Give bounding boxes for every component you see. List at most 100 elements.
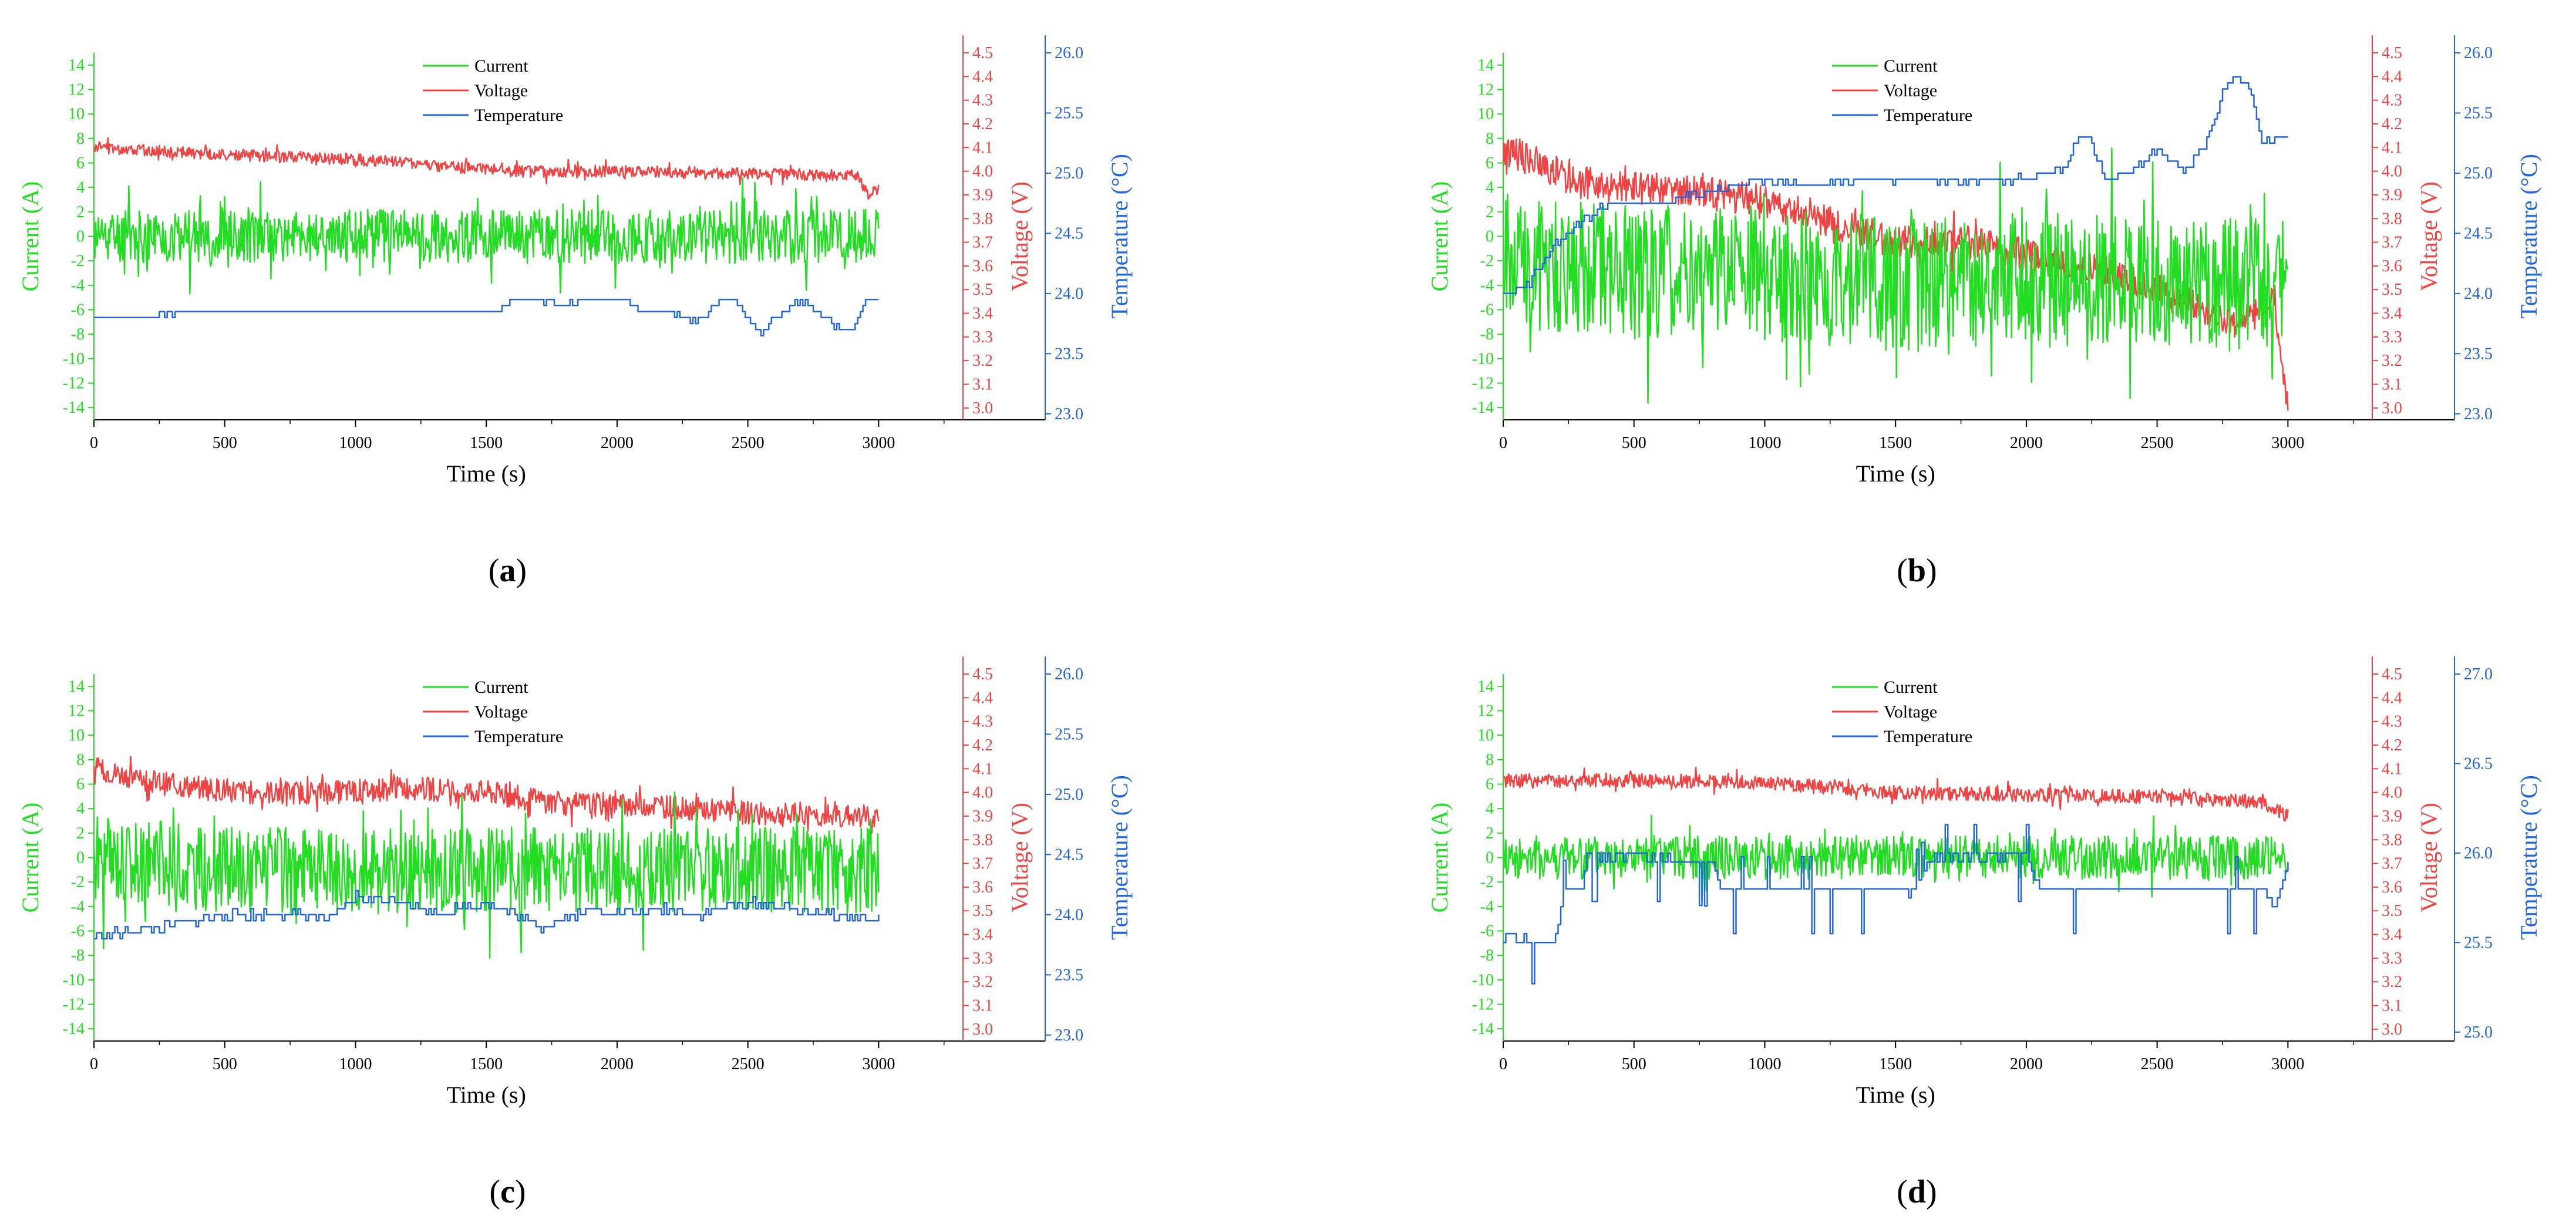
current-tick-label: 4 [1486,178,1494,197]
current-tick-label: 0 [76,228,85,246]
x-axis-title: Time (s) [447,460,526,487]
panel-label-letter: d [1908,1174,1926,1210]
temperature-tick-label: 24.5 [1055,846,1083,864]
series-line-temperature [1503,823,2289,985]
voltage-tick-label: 3.9 [972,807,993,826]
current-tick-label: 6 [1486,776,1494,794]
panel-label: (a) [489,553,527,589]
x-tick-label: 0 [90,1055,98,1073]
current-tick-label: -4 [71,898,85,916]
voltage-tick-label: 3.3 [972,328,993,346]
x-axis-title: Time (s) [1856,1082,1935,1108]
voltage-tick-label: 4.3 [2382,92,2402,110]
voltage-tick-label: 3.4 [972,305,993,323]
voltage-axis-title: Voltage (V) [2416,181,2442,291]
current-tick-label: -14 [1472,1020,1494,1038]
current-axis-title: Current (A) [17,181,43,292]
voltage-tick-label: 3.8 [2382,831,2402,849]
temperature-axis-title: Temperature (°C) [1106,154,1133,319]
legend-label-current: Current [1884,678,1938,697]
x-tick-label: 500 [213,1055,237,1073]
voltage-tick-label: 4.5 [2382,665,2402,683]
voltage-tick-label: 3.1 [972,997,993,1015]
voltage-tick-label: 4.2 [2382,115,2402,133]
current-tick-label: -4 [1480,277,1494,295]
legend-label-voltage: Voltage [1884,81,1937,100]
current-tick-label: 2 [1486,824,1494,843]
legend-label-voltage: Voltage [474,81,528,100]
x-tick-label: 500 [1622,434,1646,452]
x-tick-label: 1500 [470,1055,503,1073]
temperature-tick-label: 23.5 [1055,966,1083,984]
current-tick-label: -8 [1480,946,1494,965]
voltage-tick-label: 3.7 [2382,234,2402,252]
current-tick-label: 12 [1477,81,1494,99]
current-tick-label: -10 [63,350,85,368]
series-line-voltage [93,137,880,200]
voltage-tick-label: 3.1 [2382,376,2402,394]
x-tick-label: 500 [1622,1055,1646,1073]
voltage-tick-label: 4.1 [972,139,993,157]
panel-label-letter: a [499,553,516,589]
voltage-tick-label: 4.1 [2382,760,2402,778]
voltage-tick-label: 3.2 [972,352,993,370]
current-tick-label: -14 [63,399,85,417]
temperature-tick-label: 25.0 [1055,164,1083,183]
temperature-tick-label: 23.0 [1055,405,1083,423]
series-line-voltage [93,756,880,835]
current-tick-label: -12 [1472,375,1494,393]
temperature-tick-label: 26.5 [2464,754,2493,773]
chart-panel-a: 0 500 1000 1500 2000 2500 3000 Time (s) -14 -12 -1… [17,35,1133,589]
current-axis-title: Current (A) [1426,803,1453,913]
temperature-tick-label: 24.5 [1055,224,1083,242]
current-tick-label: 10 [1477,726,1494,745]
voltage-tick-label: 3.7 [972,855,993,873]
temperature-tick-label: 26.0 [1055,665,1083,683]
current-tick-label: 4 [76,800,85,818]
voltage-tick-label: 3.3 [972,949,993,968]
voltage-tick-label: 4.2 [972,115,993,133]
current-tick-label: -8 [71,325,85,343]
voltage-tick-label: 4.3 [972,92,993,110]
voltage-tick-label: 4.3 [2382,713,2402,731]
panel-label-close: ) [1926,1174,1937,1210]
voltage-axis-title: Voltage (V) [1006,181,1033,291]
voltage-tick-label: 3.5 [2382,902,2402,920]
x-tick-label: 2500 [2141,1055,2174,1073]
x-tick-label: 0 [1499,434,1507,452]
temperature-tick-label: 26.0 [2464,44,2493,62]
panel-label-letter: b [1908,553,1926,589]
current-tick-label: -10 [1472,350,1494,368]
voltage-tick-label: 4.5 [972,44,993,62]
voltage-tick-label: 3.4 [2382,926,2402,944]
current-tick-label: -12 [1472,996,1494,1014]
temperature-tick-label: 23.0 [2464,405,2493,423]
current-tick-label: -10 [1472,971,1494,989]
current-tick-label: 14 [1477,678,1494,696]
current-tick-label: -4 [71,277,85,295]
temperature-tick-label: 24.0 [1055,285,1083,303]
voltage-tick-label: 4.4 [972,689,993,707]
panel-label-letter: c [500,1174,515,1210]
voltage-tick-label: 3.4 [2382,305,2402,323]
x-tick-label: 2500 [732,434,765,452]
x-tick-label: 1500 [1879,434,1912,452]
current-axis-title: Current (A) [1426,181,1453,292]
current-tick-label: 10 [68,726,85,745]
x-tick-label: 1500 [470,434,503,452]
panel-label: (d) [1897,1174,1937,1210]
x-tick-label: 2000 [2010,1055,2043,1073]
panel-label-close: ) [1926,553,1937,589]
x-tick-label: 3000 [862,434,895,452]
voltage-tick-label: 3.2 [972,973,993,991]
x-tick-label: 3000 [2271,1055,2304,1073]
chart-panel-b: 0 500 1000 1500 2000 2500 3000 Time (s) -14 -12 -1… [1426,35,2542,589]
x-tick-label: 1000 [339,1055,372,1073]
x-tick-label: 2000 [2010,434,2043,452]
x-axis-title: Time (s) [1856,460,1935,487]
voltage-tick-label: 4.3 [972,713,993,731]
current-tick-label: -2 [71,873,85,891]
voltage-tick-label: 3.9 [972,186,993,204]
voltage-tick-label: 4.0 [972,784,993,802]
